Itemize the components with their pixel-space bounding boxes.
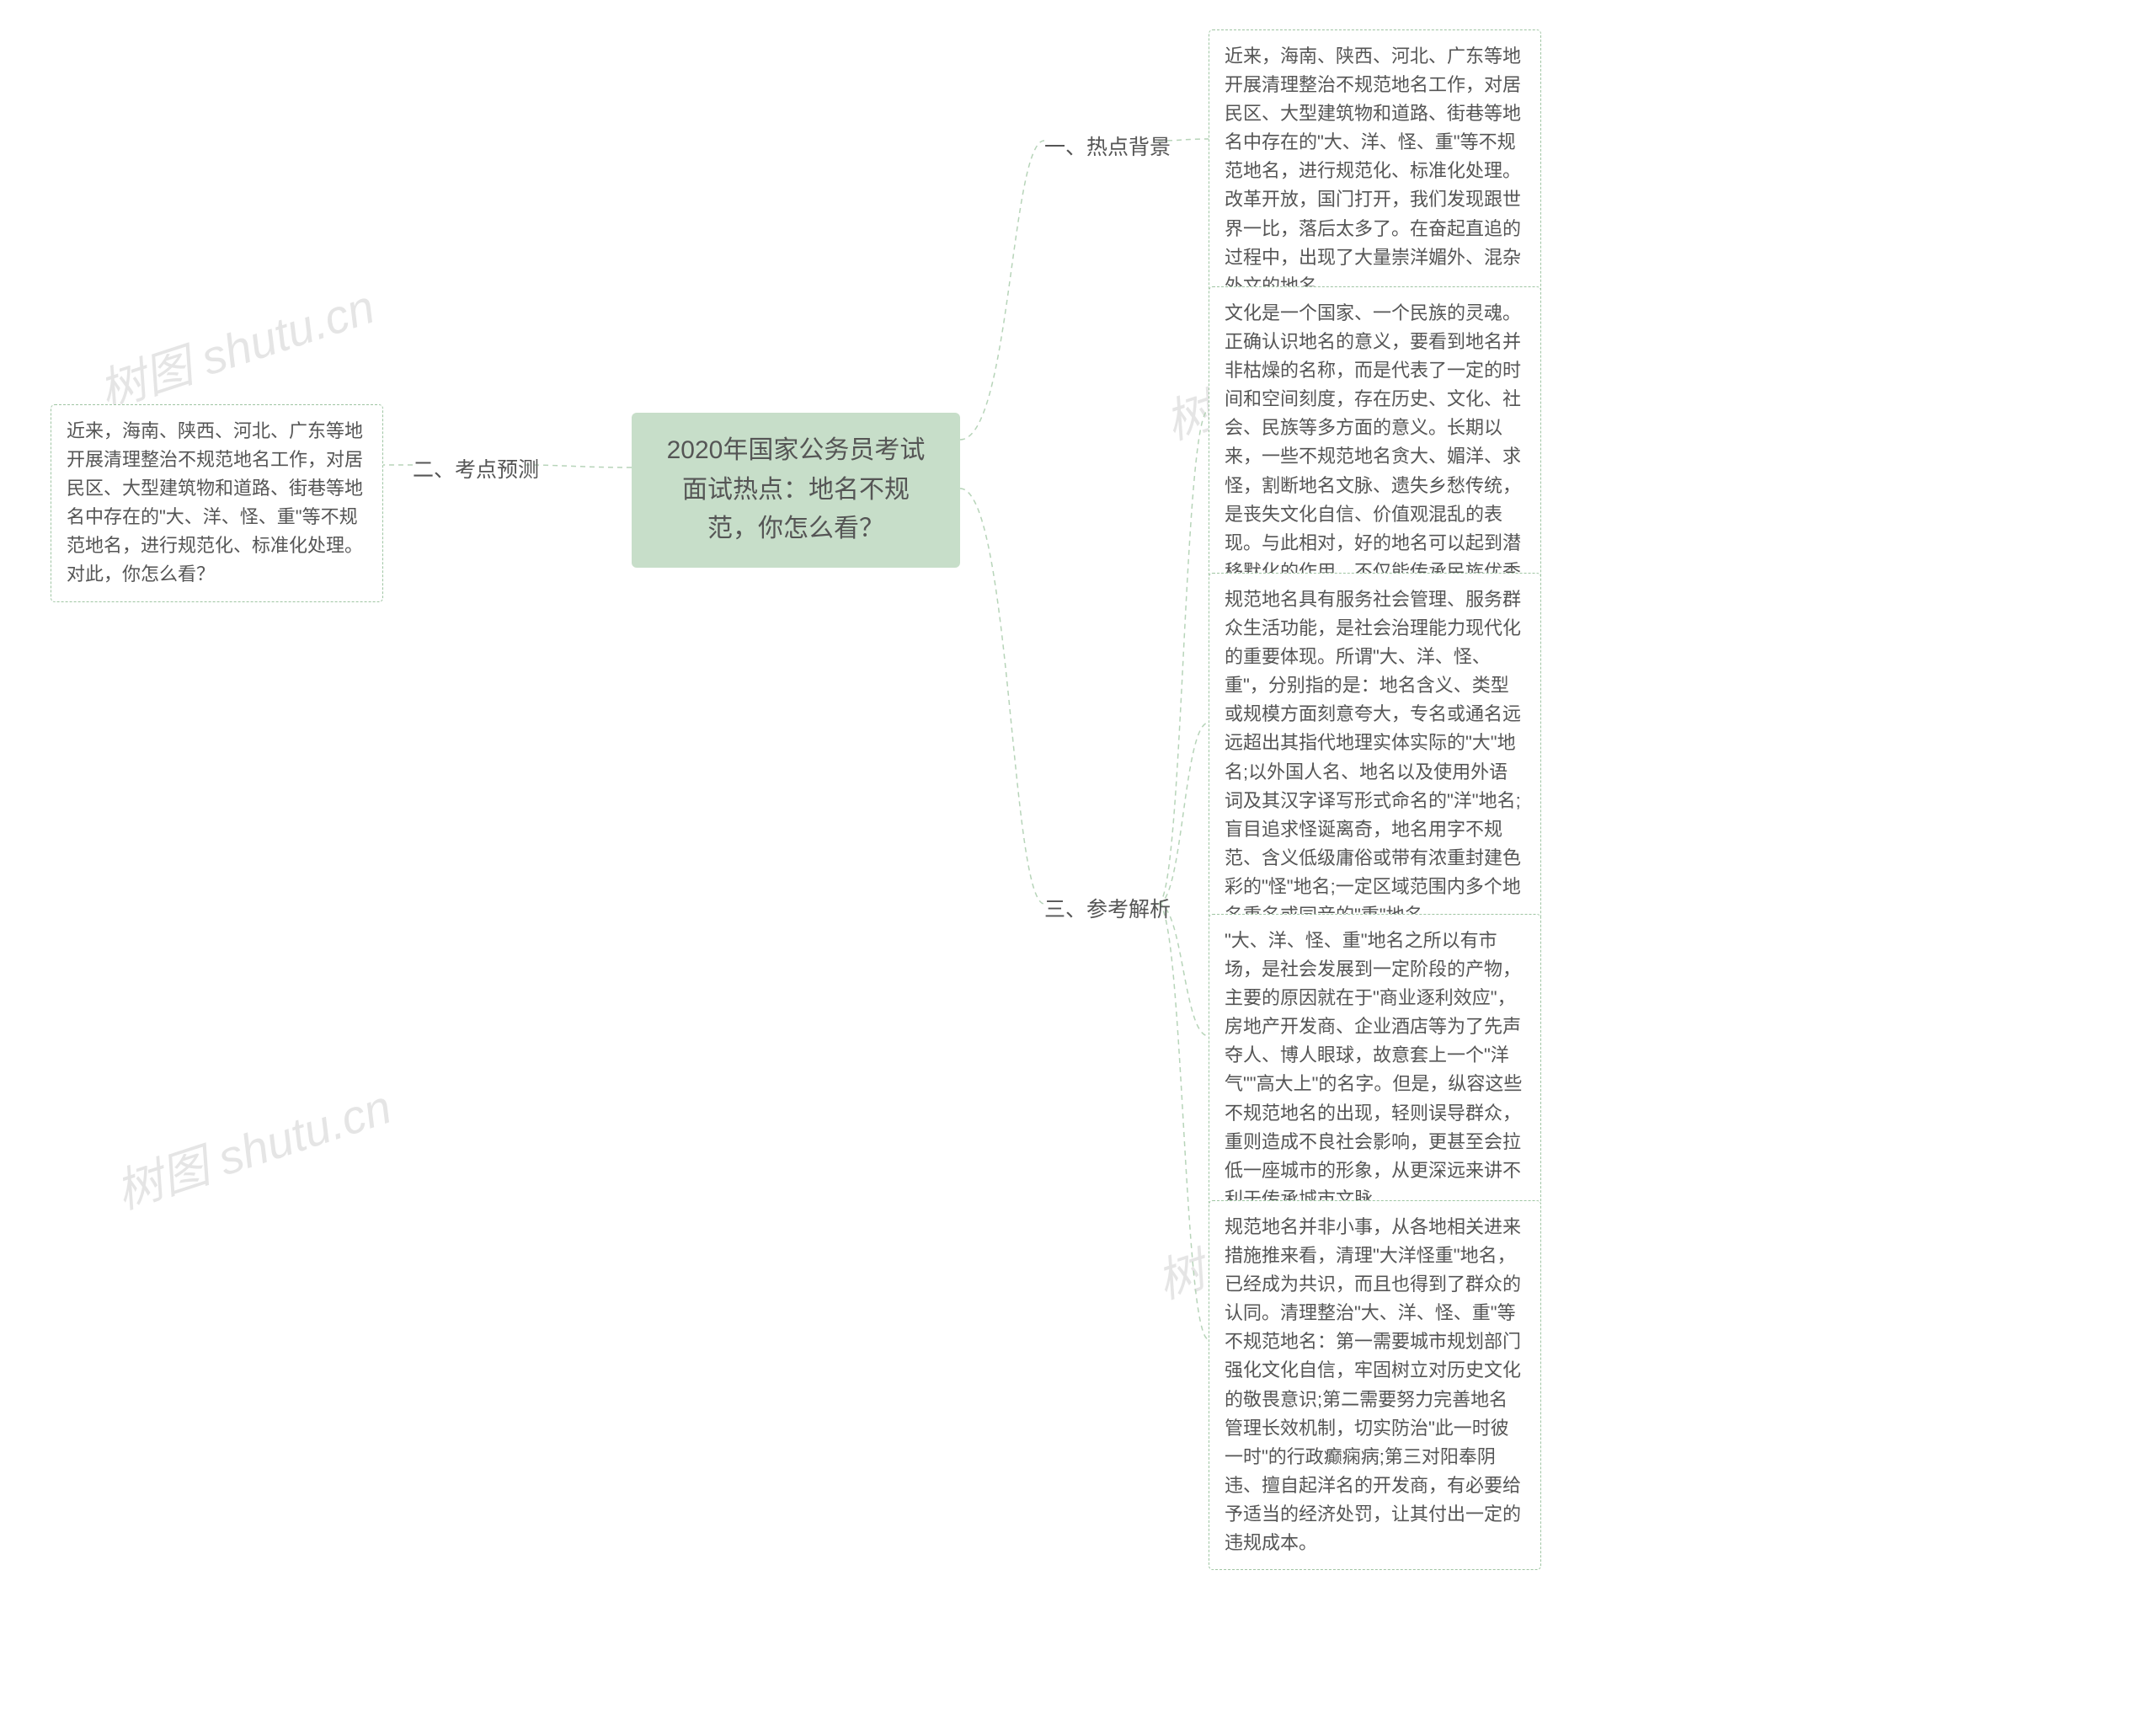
watermark: 树图 shutu.cn xyxy=(89,270,382,423)
leaf-r3: 规范地名具有服务社会管理、服务群众生活功能，是社会治理能力现代化的重要体现。所谓… xyxy=(1209,573,1541,943)
leaf-r1: 近来，海南、陕西、河北、广东等地开展清理整治不规范地名工作，对居民区、大型建筑物… xyxy=(1209,29,1541,313)
leaf-text: 规范地名并非小事，从各地相关进来措施推来看，清理"大洋怪重"地名，已经成为共识，… xyxy=(1225,1216,1521,1553)
leaf-text: 规范地名具有服务社会管理、服务群众生活功能，是社会治理能力现代化的重要体现。所谓… xyxy=(1225,589,1521,926)
leaf-text: 近来，海南、陕西、河北、广东等地开展清理整治不规范地名工作，对居民区、大型建筑物… xyxy=(67,420,363,585)
leaf-text: 近来，海南、陕西、河北、广东等地开展清理整治不规范地名工作，对居民区、大型建筑物… xyxy=(1225,45,1521,296)
leaf-text: "大、洋、怪、重"地名之所以有市场，是社会发展到一定阶段的产物，主要的原因就在于… xyxy=(1225,930,1522,1210)
leaf-left: 近来，海南、陕西、河北、广东等地开展清理整治不规范地名工作，对居民区、大型建筑物… xyxy=(51,404,383,602)
section-right1-label: 一、热点背景 xyxy=(1044,131,1171,161)
leaf-r4: "大、洋、怪、重"地名之所以有市场，是社会发展到一定阶段的产物，主要的原因就在于… xyxy=(1209,914,1541,1226)
center-title: 2020年国家公务员考试面试热点：地名不规范，你怎么看？ xyxy=(667,436,926,542)
section-left-label: 二、考点预测 xyxy=(413,453,539,483)
section-right2-label: 三、参考解析 xyxy=(1044,893,1171,923)
mindmap-center: 2020年国家公务员考试面试热点：地名不规范，你怎么看？ xyxy=(632,413,960,568)
watermark: 树图 shutu.cn xyxy=(106,1070,399,1223)
leaf-r5: 规范地名并非小事，从各地相关进来措施推来看，清理"大洋怪重"地名，已经成为共识，… xyxy=(1209,1200,1541,1570)
mindmap-connectors xyxy=(0,0,2156,1709)
